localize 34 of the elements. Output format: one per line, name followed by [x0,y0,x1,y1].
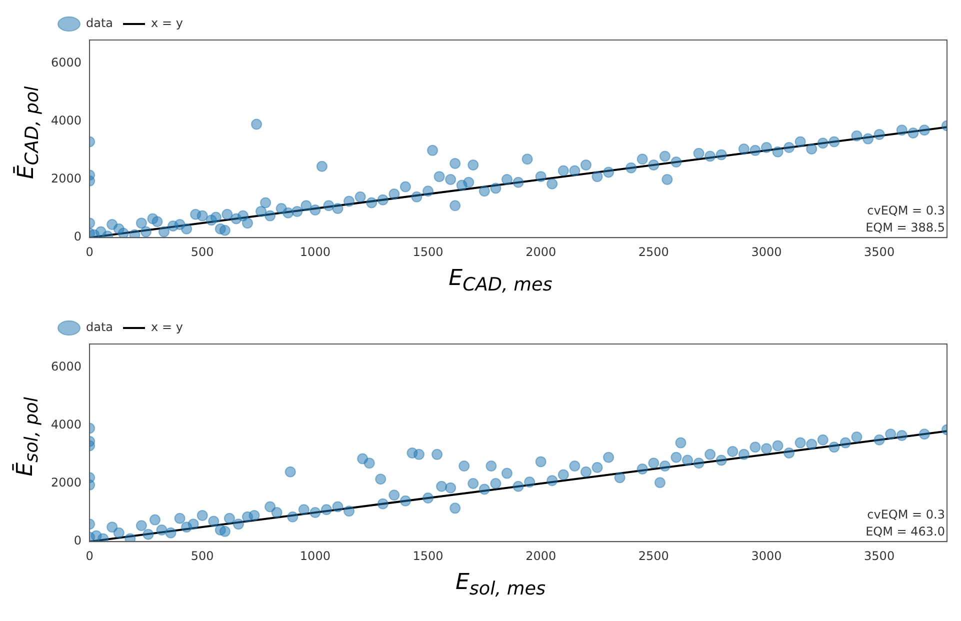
x-tick-label: 3500 [864,244,895,259]
legend-label: data [86,16,114,30]
x-tick-label: 0 [86,548,94,563]
legend-label: data [86,320,114,334]
x-tick-label: 1000 [300,548,330,563]
x-tick-label: 500 [190,548,214,563]
x-tick-label: 1000 [300,244,330,259]
y-tick-label: 6000 [50,359,82,374]
legend-label: x = y [151,320,183,334]
y-tick-label: 6000 [50,55,82,70]
x-tick-label: 2000 [526,244,556,259]
x-tick-label: 1500 [412,548,444,563]
legend-label: x = y [151,16,183,30]
x-tick-label: 2000 [526,548,556,563]
annotation: EQM = 388.5 [866,220,945,235]
y-tick-label: 2000 [50,172,82,186]
annotation: cvEQM = 0.3 [867,204,945,218]
y-tick-label: 4000 [50,113,82,128]
y-tick-label: 4000 [50,417,82,432]
x-tick-label: 2500 [638,244,669,259]
x-tick-label: 3500 [864,548,895,563]
x-tick-label: 2500 [638,548,669,563]
x-tick-label: 1500 [412,244,444,259]
x-tick-label: 500 [190,244,214,259]
x-tick-label: 3000 [751,548,782,563]
annotation: EQM = 463.0 [866,524,945,539]
y-tick-label: 2000 [50,476,82,490]
x-tick-label: 3000 [751,244,782,259]
x-axis-title: E$_{CAD, mes}$ [448,266,554,296]
x-tick-label: 0 [86,244,94,259]
y-tick-label: 0 [74,534,82,548]
x-axis-title: E$_{sol, mes}$ [454,570,547,600]
annotation: cvEQM = 0.3 [867,508,945,522]
y-tick-label: 0 [74,230,82,244]
